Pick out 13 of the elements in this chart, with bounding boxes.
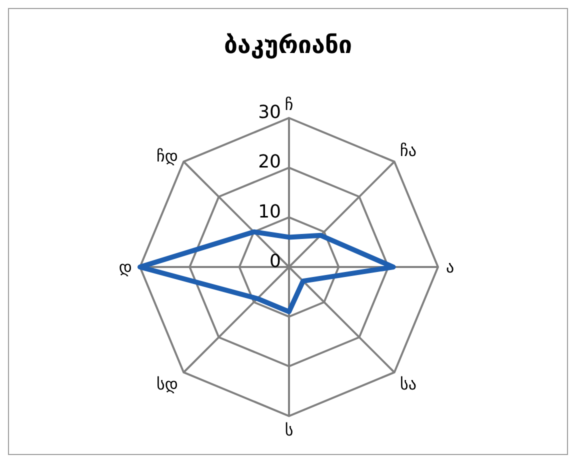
y-tick-label: 0 [270,251,281,272]
spoke-label: სდ [156,374,178,394]
spoke-label: ჩა [400,140,416,160]
spoke-label: დ [118,258,132,277]
chart-title: ბაკურიანი [222,31,354,59]
y-tick-label: 20 [258,152,281,173]
spoke-label: ჩდ [156,146,178,166]
spoke-label: ს [284,420,294,440]
spoke-label: ჩ [284,95,294,114]
spoke-label: ა [446,258,454,277]
y-tick-label: 30 [258,102,281,123]
y-tick-label: 10 [258,201,281,222]
spoke-label: სა [400,374,416,394]
